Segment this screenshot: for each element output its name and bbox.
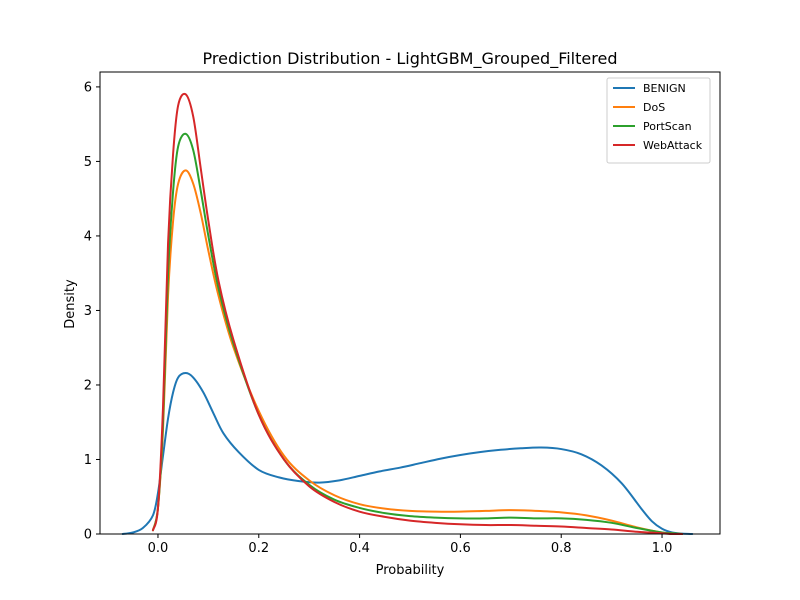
legend-label-portscan: PortScan <box>643 120 692 133</box>
legend-label-dos: DoS <box>643 101 665 114</box>
series-layer <box>121 92 694 536</box>
legend-label-webattack: WebAttack <box>643 139 703 152</box>
plot-frame <box>99 71 721 535</box>
y-tick-label: 5 <box>84 155 92 170</box>
series-line-webattack <box>151 92 684 536</box>
x-tick-label: 0.8 <box>551 541 572 556</box>
x-tick-label: 0.2 <box>248 541 269 556</box>
x-tick-label: 1.0 <box>652 541 673 556</box>
x-axis-label: Probability <box>376 563 445 578</box>
y-tick-label: 1 <box>84 453 92 468</box>
series-line-dos <box>151 169 684 535</box>
x-tick-label: 0.4 <box>349 541 370 556</box>
x-tick-label: 0.6 <box>450 541 471 556</box>
y-tick-label: 6 <box>84 80 92 95</box>
y-tick-label: 4 <box>84 229 92 244</box>
legend-label-benign: BENIGN <box>643 82 686 95</box>
x-tick-label: 0.0 <box>148 541 169 556</box>
series-line-benign <box>121 372 694 535</box>
y-tick-label: 3 <box>84 304 92 319</box>
legend-box <box>606 77 711 164</box>
axes-layer: 0.0 0.2 0.4 0.6 0.8 1.0 0 1 2 3 4 5 6 <box>84 71 721 556</box>
legend: BENIGN DoS PortScan WebAttack <box>606 77 711 164</box>
y-tick-label: 0 <box>84 528 92 543</box>
series-line-portscan <box>151 132 684 535</box>
y-tick-label: 2 <box>84 378 92 393</box>
y-axis-label: Density <box>63 279 78 329</box>
chart-title: Prediction Distribution - LightGBM_Group… <box>203 49 618 69</box>
